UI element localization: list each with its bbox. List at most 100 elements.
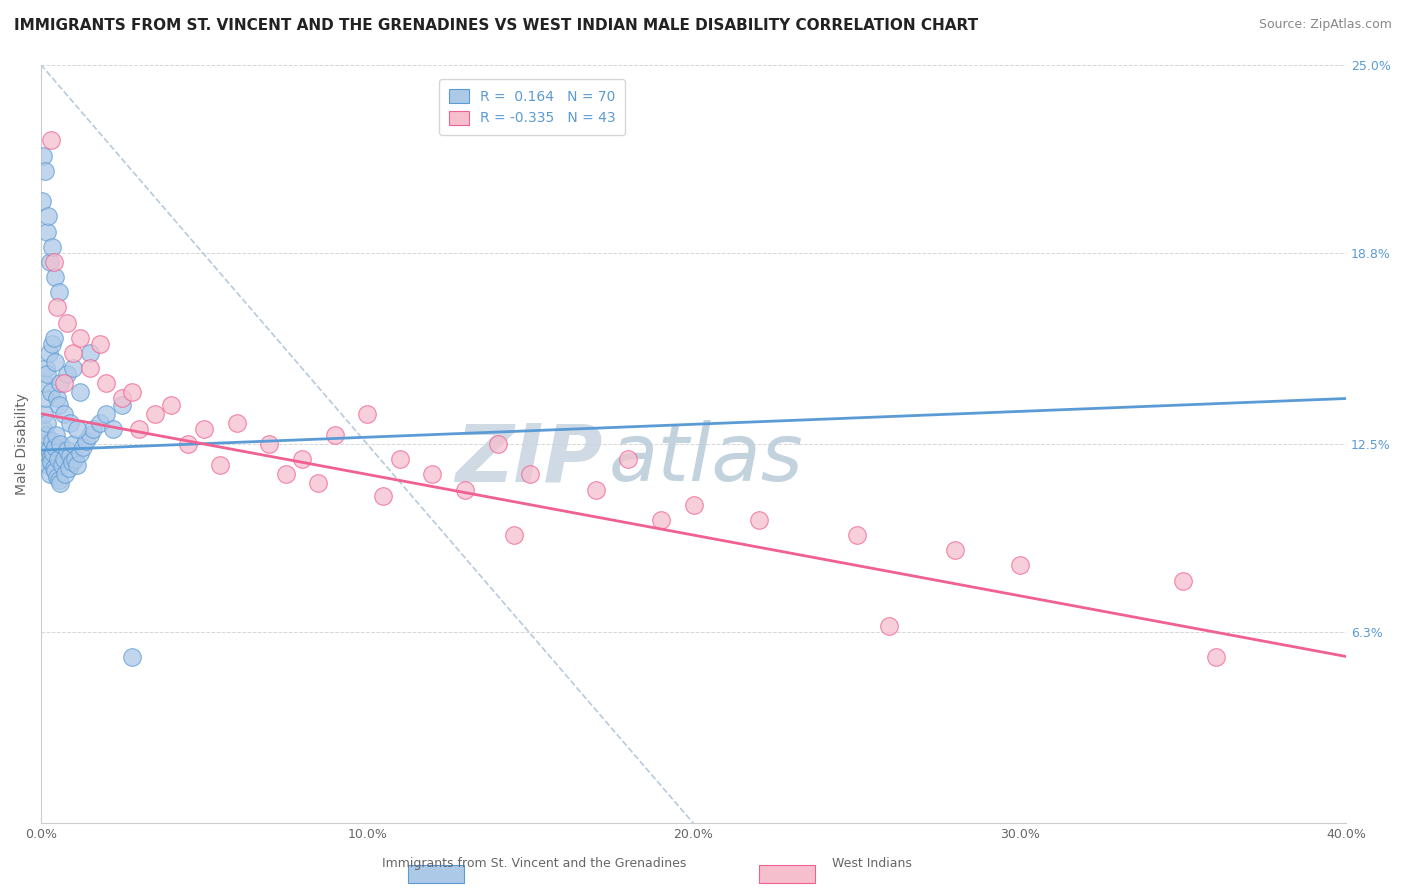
Point [44,440,66,454]
Point [58,461,80,475]
Point [32,422,55,436]
Point [1171,574,1194,588]
Point [42,255,65,269]
Point [46,470,69,484]
Point [422,467,444,482]
Point [79,361,101,376]
Point [39,255,62,269]
Point [101,422,124,436]
Point [39,449,62,463]
Point [59,416,82,430]
Point [1205,649,1227,664]
Point [32,407,55,421]
Point [48,474,70,488]
Text: West Indians: West Indians [832,856,911,870]
Point [72,440,94,454]
Point [879,619,901,633]
Point [42,461,65,475]
Point [121,649,143,664]
Point [35,361,58,376]
Point [94,376,117,391]
Text: atlas: atlas [609,420,803,499]
Point [37,368,59,382]
Point [585,483,607,497]
Text: Source: ZipAtlas.com: Source: ZipAtlas.com [1258,18,1392,31]
Point [66,458,89,473]
Point [82,422,104,436]
Point [56,368,79,382]
Point [52,407,75,421]
Point [69,331,91,345]
Point [37,452,59,467]
Point [94,407,117,421]
Point [51,458,73,473]
Point [48,437,70,451]
Point [44,355,66,369]
Point [454,483,477,497]
Point [41,336,63,351]
Point [49,476,72,491]
Point [79,346,101,360]
Point [62,346,84,360]
Point [160,398,183,412]
Point [89,416,111,430]
Point [291,452,314,467]
Point [66,422,89,436]
Y-axis label: Male Disability: Male Disability [15,393,30,495]
Point [56,443,79,458]
Point [34,164,56,178]
Point [503,528,526,542]
Point [128,422,150,436]
Point [845,528,868,542]
Point [69,385,91,400]
Point [45,428,67,442]
Point [41,434,63,448]
Point [46,452,69,467]
Point [48,285,70,300]
Point [44,464,66,478]
Point [650,513,672,527]
Point [143,407,166,421]
Point [53,467,76,482]
Point [34,392,56,406]
Point [39,455,62,469]
Text: IMMIGRANTS FROM ST. VINCENT AND THE GRENADINES VS WEST INDIAN MALE DISABILITY CO: IMMIGRANTS FROM ST. VINCENT AND THE GREN… [14,18,979,33]
Point [356,407,378,421]
Point [38,346,60,360]
Point [89,336,111,351]
Point [111,392,134,406]
Point [209,458,232,473]
Point [35,428,58,442]
Point [46,392,69,406]
Point [259,437,281,451]
Point [35,225,58,239]
Point [46,301,69,315]
Point [1008,558,1031,573]
Point [42,331,65,345]
Point [79,428,101,442]
Point [943,543,966,558]
Point [35,416,58,430]
Point [37,458,59,473]
Point [121,385,143,400]
Point [39,385,62,400]
Point [31,437,53,451]
Legend: R =  0.164   N = 70, R = -0.335   N = 43: R = 0.164 N = 70, R = -0.335 N = 43 [440,79,626,135]
Point [37,210,59,224]
Point [111,398,134,412]
Point [176,437,198,451]
Point [748,513,770,527]
Point [42,446,65,460]
Text: ZIP: ZIP [454,420,602,499]
Point [682,498,704,512]
Text: Immigrants from St. Vincent and the Grenadines: Immigrants from St. Vincent and the Gren… [382,856,686,870]
Point [225,416,247,430]
Point [31,194,53,209]
Point [307,476,329,491]
Point [486,437,509,451]
Point [617,452,640,467]
Point [62,437,84,451]
Point [323,428,346,442]
Point [56,316,79,330]
Point [193,422,215,436]
